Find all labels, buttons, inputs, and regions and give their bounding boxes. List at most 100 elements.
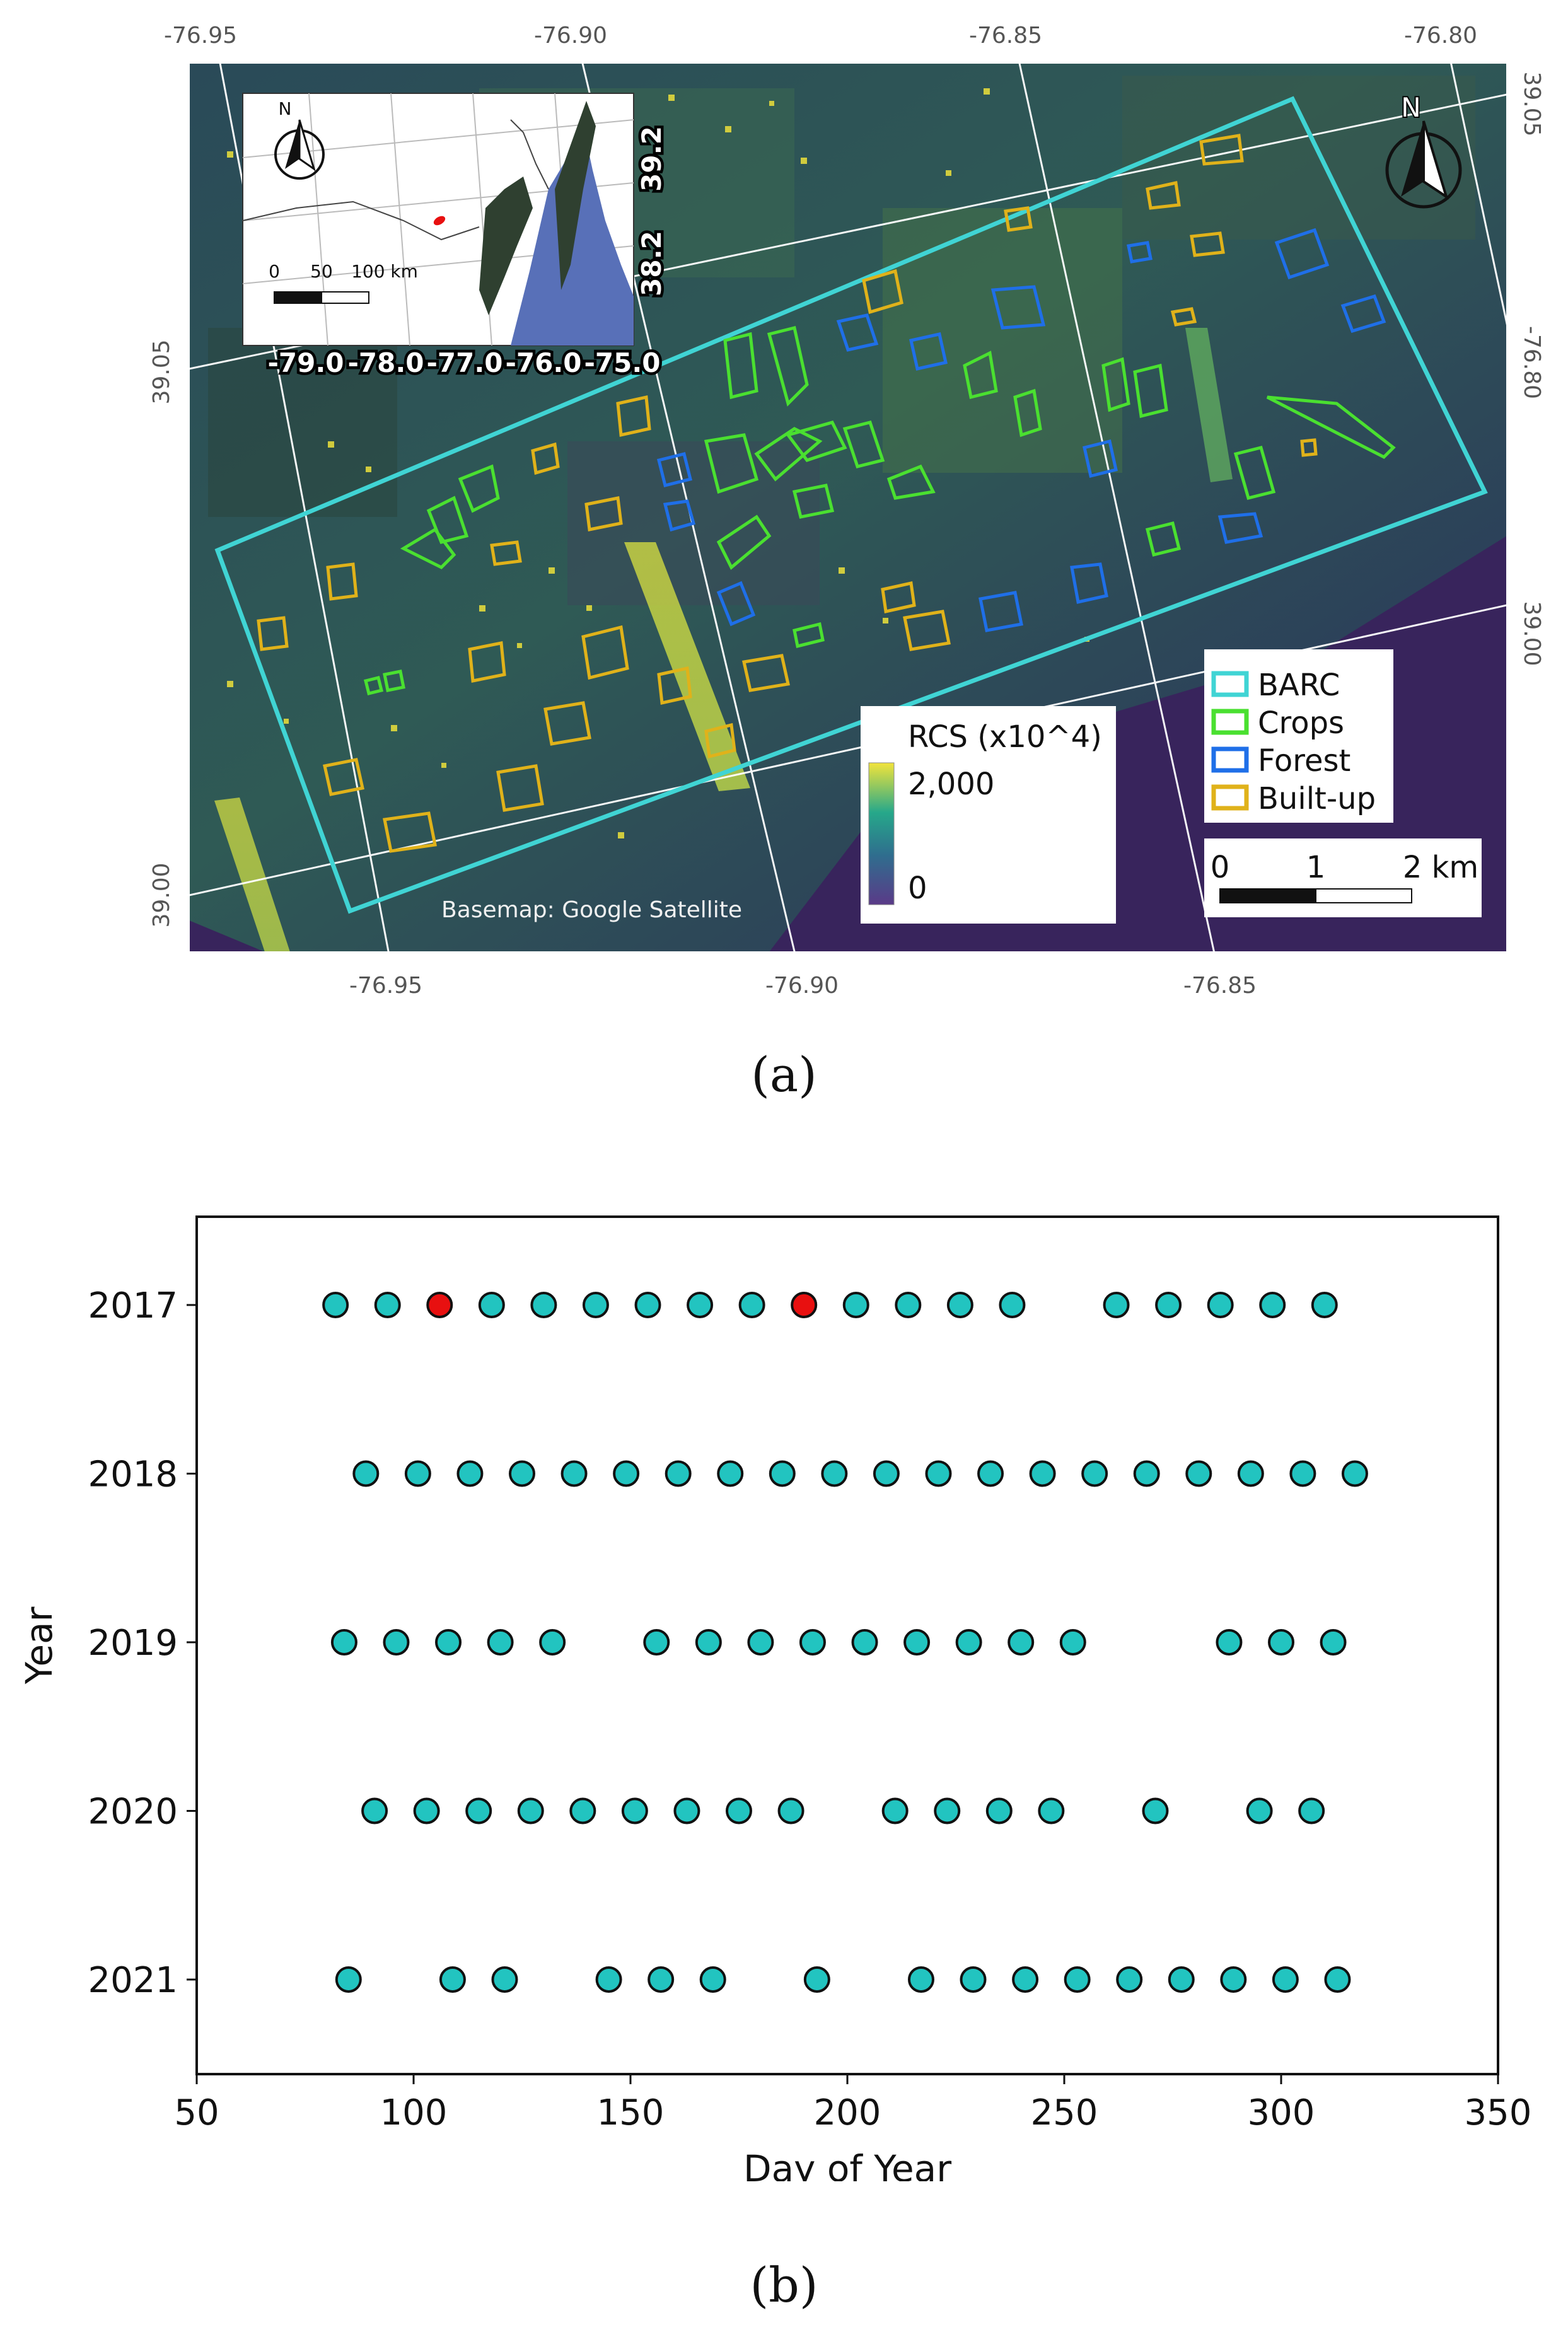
acquisition-point [903, 1629, 931, 1656]
acquisition-point [634, 1292, 661, 1318]
study-area-map: -76.95 -76.90 -76.85 -76.80 -76.95 -76.9… [149, 23, 1545, 999]
acquisition-point [747, 1629, 774, 1656]
acquisition-point [1081, 1460, 1108, 1487]
acquisition-point [478, 1292, 505, 1318]
acquisition-point [1324, 1966, 1351, 1993]
acquisition-point [465, 1797, 492, 1824]
acquisition-point [1311, 1292, 1338, 1318]
acquisition-point [539, 1629, 566, 1656]
acquisition-point [560, 1460, 588, 1487]
plot-frame [195, 1215, 1499, 2075]
acquisition-point [738, 1292, 765, 1318]
acquisition-point [595, 1966, 622, 1993]
basemap-credit: Basemap: Google Satellite [441, 897, 742, 923]
acquisition-point [799, 1629, 826, 1656]
top-lon-tick: -76.90 [534, 23, 607, 49]
acquisition-point [1008, 1629, 1035, 1656]
acquisition-point [695, 1629, 722, 1656]
acquisition-point [687, 1292, 714, 1318]
acquisition-point [582, 1292, 609, 1318]
acquisition-point [717, 1460, 744, 1487]
acquisition-point [487, 1629, 514, 1656]
top-lon-tick: -76.95 [164, 23, 237, 49]
acquisition-point [413, 1797, 440, 1824]
acquisition-point [1155, 1292, 1182, 1318]
x-tick-label: 200 [814, 2092, 881, 2133]
colorbar-min-label: 0 [908, 871, 927, 906]
legend-swatch-builtup [1211, 784, 1249, 811]
acquisition-point [1012, 1966, 1039, 1993]
inset-scale-label: 100 km [351, 261, 418, 282]
north-arrow-icon: N [1385, 91, 1462, 209]
legend-swatch-crops [1211, 709, 1249, 735]
inset-scale-label: 50 [310, 261, 333, 282]
acquisition-point [1168, 1966, 1195, 1993]
acquisition-point [999, 1292, 1026, 1318]
acquisition-point [491, 1966, 518, 1993]
acquisition-point [699, 1966, 726, 1993]
right-lat-tick: -76.80 [1519, 326, 1545, 399]
legend-swatch-forest [1211, 746, 1249, 773]
acquisition-point [435, 1629, 462, 1656]
acquisition-point [803, 1966, 830, 1993]
acquisition-point [955, 1629, 982, 1656]
acquisition-chart-panel: 50 100 150 200 250 300 350 2017 2018 2019 2020 202… [0, 1185, 1568, 2337]
acquisition-point [1116, 1966, 1143, 1993]
acquisition-point [1246, 1797, 1273, 1824]
colorbar-max-label: 2,000 [908, 767, 994, 802]
acquisition-point [1320, 1629, 1347, 1656]
acquisition-point [1298, 1797, 1325, 1824]
acquisition-point [1038, 1797, 1065, 1824]
y-tick-label: 2019 [88, 1623, 178, 1664]
map-legend: BARC Crops Forest Built-up [1204, 649, 1393, 823]
inset-lat-tick: 39.2 [636, 126, 667, 192]
right-lat-tick: 39.00 [1519, 601, 1545, 666]
x-tick-label: 350 [1465, 2092, 1532, 2133]
acquisition-point-highlighted [426, 1292, 453, 1318]
acquisition-point [1216, 1629, 1243, 1656]
inset-lat-tick: 38.2 [636, 231, 667, 296]
acquisition-point [643, 1629, 670, 1656]
acquisition-point [1059, 1629, 1086, 1656]
bottom-lon-tick: -76.95 [349, 973, 422, 999]
acquisition-point [821, 1460, 848, 1487]
legend-label: BARC [1258, 668, 1340, 703]
acquisition-point [383, 1629, 410, 1656]
acquisition-point [374, 1292, 401, 1318]
bottom-lon-tick: -76.90 [765, 973, 839, 999]
builtup-polygons [257, 134, 1318, 853]
acquisition-point [1268, 1629, 1294, 1656]
acquisition-point [330, 1629, 357, 1656]
acquisition-point [404, 1460, 431, 1487]
acquisition-point [335, 1966, 362, 1993]
acquisition-point [881, 1797, 909, 1824]
acquisition-point [439, 1966, 466, 1993]
crops-polygons [363, 325, 1396, 696]
y-tick-label: 2018 [88, 1454, 178, 1495]
acquisition-point [977, 1460, 1004, 1487]
legend-swatch-barc [1211, 671, 1249, 697]
left-lat-tick: 39.00 [149, 862, 175, 927]
acquisition-point [613, 1460, 640, 1487]
top-lon-tick: -76.85 [969, 23, 1042, 49]
bottom-lon-tick: -76.85 [1183, 973, 1257, 999]
y-axis-label: Year [18, 1606, 61, 1685]
acquisition-point [1029, 1460, 1056, 1487]
x-axis-ticks: 50 100 150 200 250 300 350 [174, 2074, 1531, 2133]
acquisition-point [907, 1966, 934, 1993]
acquisition-point [1207, 1292, 1234, 1318]
x-tick-label: 50 [174, 2092, 219, 2133]
acquisition-points [322, 1292, 1368, 1993]
acquisition-point [1259, 1292, 1286, 1318]
y-tick-label: 2020 [88, 1792, 178, 1833]
acquisition-point [352, 1460, 380, 1487]
legend-label: Crops [1258, 705, 1344, 741]
acquisition-point [673, 1797, 700, 1824]
acquisition-point [851, 1629, 878, 1656]
colorbar-title: RCS (x10^4) [908, 719, 1102, 755]
inset-lon-tick: -79.0 [267, 347, 344, 378]
map-raster [189, 63, 1507, 952]
north-label: N [1401, 92, 1420, 123]
x-tick-label: 100 [380, 2092, 448, 2133]
acquisition-point [985, 1797, 1013, 1824]
